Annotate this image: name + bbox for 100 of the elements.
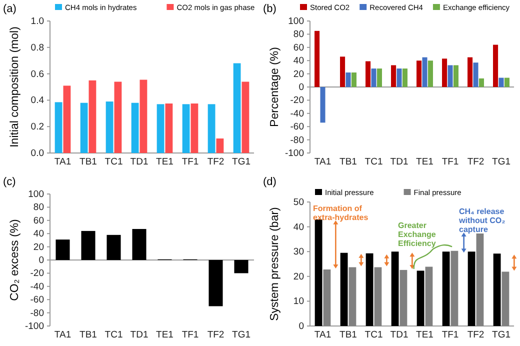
bar <box>320 87 326 123</box>
chart-title: (c) <box>3 176 16 188</box>
bar <box>156 104 164 153</box>
bar <box>208 260 223 306</box>
y-tick-label: 0.6 <box>30 68 44 80</box>
y-tick-label: -40 <box>290 108 304 120</box>
x-tick-label: TB1 <box>340 156 357 168</box>
bar <box>400 270 408 326</box>
bar <box>396 68 402 87</box>
y-tick-label: -60 <box>290 122 304 133</box>
y-tick-label: 100 <box>28 189 44 200</box>
bar <box>402 68 408 87</box>
y-tick-label: 30 <box>293 246 304 258</box>
y-axis-title: CO₂ excess (%) <box>9 218 21 301</box>
bar <box>476 233 484 326</box>
bar <box>140 80 148 153</box>
x-tick-label: TF2 <box>207 156 224 168</box>
x-tick-label: TD1 <box>130 156 148 168</box>
bar <box>114 82 122 153</box>
x-tick-label: TC1 <box>364 330 383 341</box>
y-tick-label: 100 <box>288 16 304 28</box>
bar <box>80 102 88 153</box>
bar <box>371 68 376 87</box>
bar <box>493 254 501 326</box>
bar <box>416 270 424 326</box>
x-tick-label: TE1 <box>416 156 434 168</box>
bar <box>233 63 241 153</box>
bar <box>234 260 248 274</box>
x-tick-label: TF1 <box>182 156 199 168</box>
bar <box>132 228 146 260</box>
y-axis-title: Initial composition (mol) <box>9 26 21 148</box>
y-tick-label: -100 <box>24 321 44 332</box>
x-tick-label: TB1 <box>80 330 97 341</box>
bar <box>442 58 448 87</box>
bar <box>473 62 478 87</box>
x-tick-label: TA1 <box>54 330 72 341</box>
y-tick-label: 40 <box>293 222 304 233</box>
annotation: CH₄ release without CO₂ capture <box>458 207 506 234</box>
x-tick-label: TF1 <box>182 330 199 341</box>
bar <box>366 253 374 326</box>
bar <box>63 86 71 153</box>
bar <box>216 138 224 153</box>
y-tick-label: 60 <box>33 215 44 226</box>
bar <box>416 60 422 87</box>
y-tick-label: 0 <box>298 321 304 332</box>
x-tick-label: TD1 <box>390 330 408 341</box>
bar <box>453 65 458 87</box>
y-tick-label: 40 <box>33 228 44 240</box>
bar <box>442 252 450 326</box>
x-tick-label: TD1 <box>130 330 148 341</box>
x-tick-label: TD1 <box>390 156 408 168</box>
y-tick-label: 20 <box>33 242 44 253</box>
x-tick-label: TE1 <box>156 156 174 168</box>
chart-title: (d) <box>263 176 276 188</box>
x-tick-label: TE1 <box>416 330 434 341</box>
bar <box>422 57 428 87</box>
bar <box>504 78 510 87</box>
y-tick-label: 10 <box>293 296 304 308</box>
y-tick-label: 40 <box>293 56 304 67</box>
bar <box>348 267 356 326</box>
y-tick-label: 0.0 <box>30 148 44 160</box>
bar <box>391 252 399 326</box>
bar <box>56 240 70 260</box>
bar <box>88 80 96 153</box>
bar <box>468 252 476 326</box>
x-tick-label: TF2 <box>467 156 484 168</box>
x-tick-label: TA1 <box>54 156 72 168</box>
bar <box>468 57 473 87</box>
x-tick-label: TG1 <box>232 156 250 168</box>
chart-title: (a) <box>3 3 16 15</box>
annotation: Formation of extra-hydrates <box>313 204 369 222</box>
y-axis-title: System pressure (bar) <box>269 206 281 321</box>
bar <box>54 102 62 153</box>
y-tick-label: -100 <box>284 148 304 160</box>
y-tick-label: -20 <box>290 95 304 106</box>
x-tick-label: TF2 <box>467 330 484 341</box>
bar <box>374 267 382 326</box>
y-tick-label: 0 <box>298 82 304 94</box>
y-tick-label: -80 <box>290 134 304 146</box>
bar <box>376 68 382 87</box>
bar <box>323 269 331 326</box>
bar <box>165 104 173 153</box>
x-tick-label: TC1 <box>104 156 123 168</box>
y-tick-label: 20 <box>293 68 304 80</box>
bar <box>208 104 216 153</box>
y-tick-label: 0.2 <box>30 122 44 133</box>
x-tick-label: TC1 <box>364 156 383 168</box>
x-tick-label: TG1 <box>232 330 250 341</box>
chart-title: (b) <box>263 3 276 15</box>
bar <box>81 230 96 260</box>
bar <box>425 266 433 326</box>
bar <box>182 104 190 153</box>
x-tick-label: TF1 <box>442 330 459 341</box>
x-tick-label: TC1 <box>104 330 123 341</box>
x-tick-label: TG1 <box>492 156 510 168</box>
bar <box>340 56 346 87</box>
x-tick-label: TF1 <box>442 156 459 168</box>
y-tick-label: 60 <box>293 42 304 54</box>
bar <box>351 72 356 87</box>
x-tick-label: TB1 <box>80 156 97 168</box>
